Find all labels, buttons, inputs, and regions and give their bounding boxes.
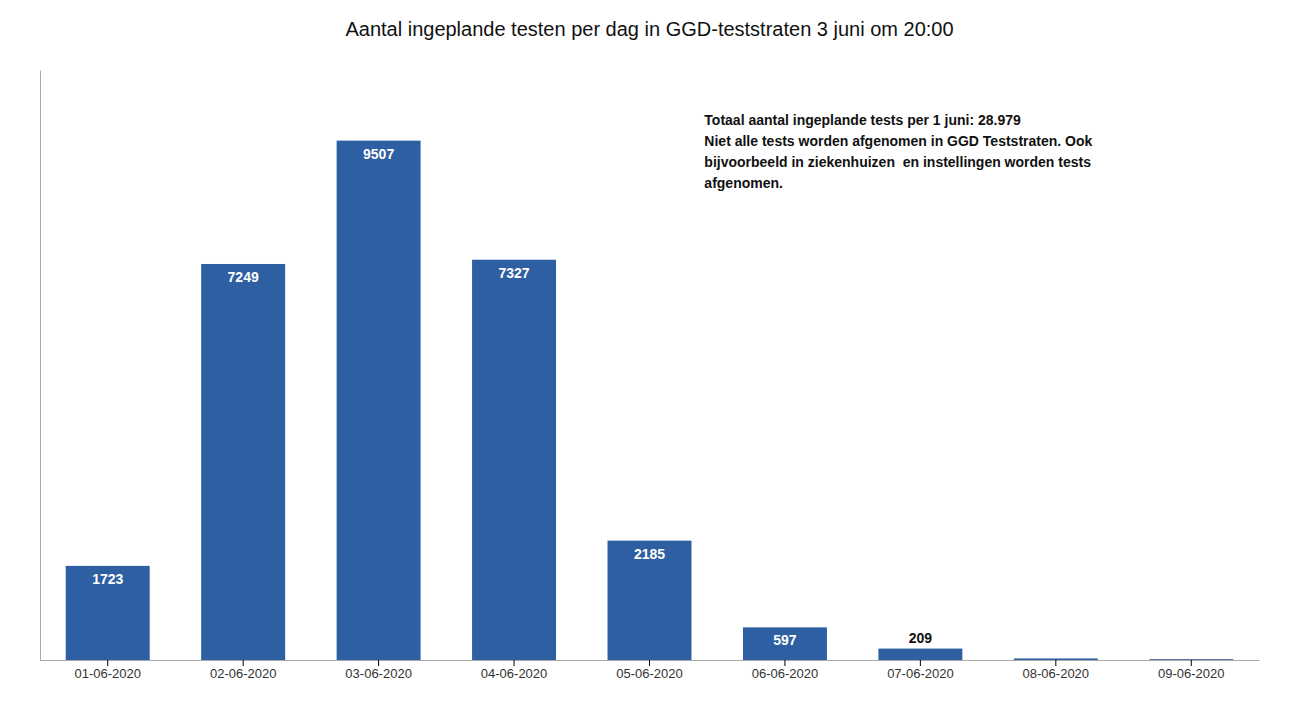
- annotation-line: bijvoorbeeld in ziekenhuizen en instelli…: [704, 154, 1091, 170]
- plot-area: 01-06-2020 02-06-2020 03-06-2020 04-06-2020…: [41, 71, 1260, 682]
- data-label: 7327: [498, 265, 529, 281]
- bar: [608, 541, 692, 660]
- annotation-line: Niet alle tests worden afgenomen in GGD …: [704, 133, 1092, 149]
- x-axis: 01-06-2020 02-06-2020 03-06-2020 04-06-2020…: [41, 660, 1260, 681]
- data-label: 209: [909, 630, 933, 646]
- annotation: Totaal aantal ingeplande tests per 1 jun…: [704, 112, 1092, 191]
- y-axis: [40, 71, 41, 661]
- x-tick-label: 01-06-2020: [74, 666, 141, 681]
- x-tick-label: 08-06-2020: [1023, 666, 1089, 681]
- x-tick-mark: [1055, 660, 1056, 666]
- x-tick: 03-06-2020: [345, 660, 412, 681]
- bar: [1014, 658, 1098, 660]
- x-tick-label: 03-06-2020: [345, 666, 412, 681]
- x-tick: 06-06-2020: [752, 660, 819, 681]
- x-tick-label: 04-06-2020: [481, 666, 548, 681]
- x-tick-mark: [378, 660, 379, 666]
- x-tick-label: 02-06-2020: [210, 666, 277, 681]
- x-tick-label: 06-06-2020: [752, 666, 819, 681]
- data-label: 7249: [228, 269, 259, 285]
- bar: [743, 627, 827, 660]
- x-tick: 01-06-2020: [74, 660, 141, 681]
- x-tick-mark: [243, 660, 244, 666]
- x-tick-mark: [107, 660, 108, 666]
- data-label: 2185: [634, 546, 665, 562]
- chart-title: Aantal ingeplande testen per dag in GGD-…: [345, 18, 953, 40]
- data-label: 9507: [363, 146, 394, 162]
- bar: [201, 264, 285, 660]
- x-tick-mark: [649, 660, 650, 666]
- x-tick-mark: [920, 660, 921, 666]
- y-axis-line: [40, 71, 41, 661]
- x-tick-label: 05-06-2020: [616, 666, 683, 681]
- x-tick-mark: [1191, 660, 1192, 666]
- x-tick-mark: [784, 660, 785, 666]
- bars: [66, 141, 1234, 660]
- x-tick: 02-06-2020: [210, 660, 277, 681]
- x-tick: 05-06-2020: [616, 660, 683, 681]
- chart-svg: Aantal ingeplande testen per dag in GGD-…: [0, 0, 1299, 710]
- x-tick: 04-06-2020: [481, 660, 548, 681]
- x-tick: 08-06-2020: [1023, 660, 1089, 681]
- x-tick: 07-06-2020: [887, 660, 954, 681]
- x-tick-label: 09-06-2020: [1158, 666, 1225, 681]
- annotation-line: Totaal aantal ingeplande tests per 1 jun…: [704, 112, 1021, 128]
- x-tick: 09-06-2020: [1158, 660, 1225, 681]
- bar: [337, 141, 421, 660]
- x-tick-mark: [514, 660, 515, 666]
- annotation-line: afgenomen.: [704, 175, 783, 191]
- data-label: 1723: [92, 571, 123, 587]
- x-tick-label: 07-06-2020: [887, 666, 954, 681]
- bar: [66, 566, 150, 660]
- bar: [472, 260, 556, 660]
- bar: [878, 649, 962, 660]
- bar: [1149, 659, 1233, 660]
- data-label: 597: [773, 632, 797, 648]
- data-labels: 1723 7249 9507 7327 2185 597 209: [92, 146, 932, 649]
